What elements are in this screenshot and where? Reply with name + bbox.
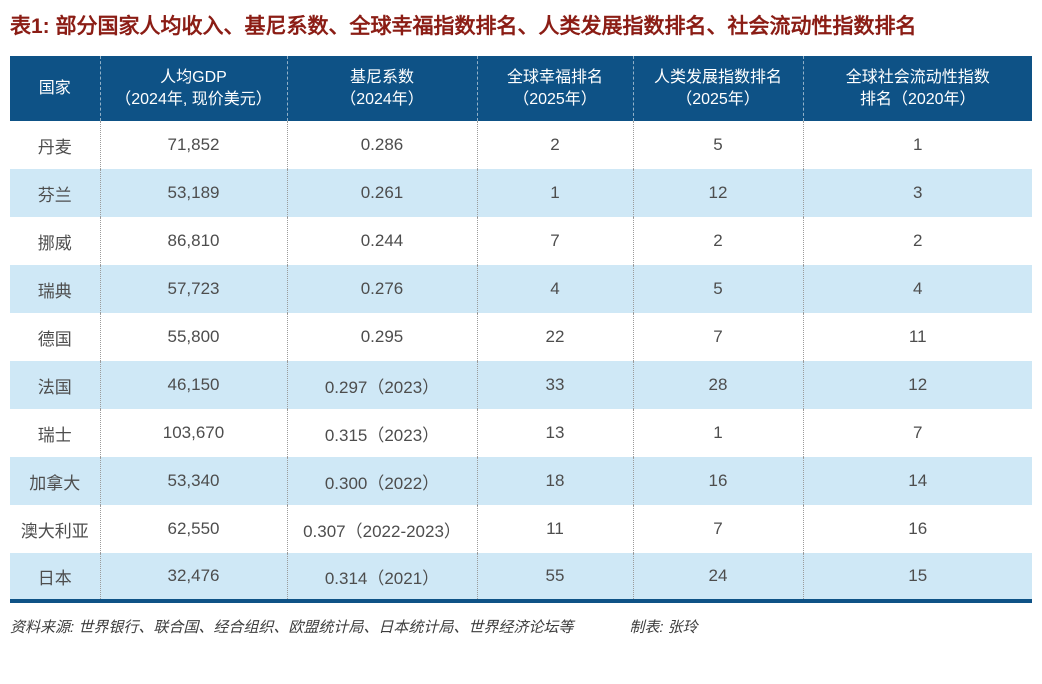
cell-happiness: 1	[477, 169, 634, 217]
cell-country: 芬兰	[10, 169, 101, 217]
cell-happiness: 4	[477, 265, 634, 313]
header-happiness: 全球幸福排名 （2025年）	[477, 56, 634, 121]
cell-country: 法国	[10, 361, 101, 409]
cell-happiness: 11	[477, 505, 634, 553]
cell-hdi: 5	[633, 121, 804, 169]
cell-gdp: 46,150	[100, 361, 288, 409]
cell-hdi: 2	[633, 217, 804, 265]
cell-gdp: 32,476	[100, 553, 288, 601]
table-row: 瑞士 103,670 0.315（2023） 13 1 7	[10, 409, 1032, 457]
cell-mobility: 3	[913, 183, 923, 202]
cell-happiness: 13	[477, 409, 634, 457]
table-row: 挪威 86,810 0.244 7 2 2	[10, 217, 1032, 265]
cell-hdi: 1	[633, 409, 804, 457]
cell-hdi: 28	[633, 361, 804, 409]
cell-happiness: 2	[477, 121, 634, 169]
cell-gini: 0.300（2022）	[287, 457, 478, 505]
cell-gini: 0.261	[287, 169, 478, 217]
table-row: 加拿大 53,340 0.300（2022） 18 16 14	[10, 457, 1032, 505]
cell-country: 瑞士	[10, 409, 101, 457]
cell-happiness: 33	[477, 361, 634, 409]
source-note: 资料来源: 世界银行、联合国、经合组织、欧盟统计局、日本统计局、世界经济论坛等	[10, 619, 574, 636]
cell-mobility: 15	[908, 566, 928, 585]
table-row: 德国 55,800 0.295 22 7 11	[10, 313, 1032, 361]
cell-gini: 0.314（2021）	[287, 553, 478, 601]
cell-happiness: 18	[477, 457, 634, 505]
cell-country: 丹麦	[10, 121, 101, 169]
cell-gini: 0.315（2023）	[287, 409, 478, 457]
cell-mobility: 4	[913, 279, 923, 298]
cell-mobility: 7	[913, 423, 923, 442]
table-title: 表1: 部分国家人均收入、基尼系数、全球幸福指数排名、人类发展指数排名、社会流动…	[10, 15, 917, 38]
cell-hdi: 12	[633, 169, 804, 217]
cell-gdp: 53,189	[100, 169, 288, 217]
cell-gdp: 62,550	[100, 505, 288, 553]
cell-country: 德国	[10, 313, 101, 361]
cell-gdp: 71,852	[100, 121, 288, 169]
header-gdp: 人均GDP （2024年, 现价美元）	[100, 56, 288, 121]
header-row: 国家 人均GDP （2024年, 现价美元） 基尼系数 （2024年） 全球幸福…	[10, 56, 1032, 121]
header-hdi: 人类发展指数排名 （2025年）	[633, 56, 804, 121]
cell-hdi: 7	[633, 505, 804, 553]
cell-gini: 0.244	[287, 217, 478, 265]
cell-mobility: 12	[908, 375, 928, 394]
table-row: 瑞典 57,723 0.276 4 5 4	[10, 265, 1032, 313]
cell-gini: 0.297（2023）	[287, 361, 478, 409]
table-row: 丹麦 71,852 0.286 2 5 1	[10, 121, 1032, 169]
cell-gini: 0.286	[287, 121, 478, 169]
table-row: 法国 46,150 0.297（2023） 33 28 12	[10, 361, 1032, 409]
cell-mobility: 11	[908, 327, 927, 346]
cell-hdi: 7	[633, 313, 804, 361]
header-mobility: 全球社会流动性指数 排名（2020年）	[803, 56, 1032, 121]
table-figure: 表1: 部分国家人均收入、基尼系数、全球幸福指数排名、人类发展指数排名、社会流动…	[10, 15, 1032, 637]
cell-gdp: 86,810	[100, 217, 288, 265]
header-country: 国家	[10, 56, 101, 121]
cell-hdi: 5	[633, 265, 804, 313]
cell-happiness: 22	[477, 313, 634, 361]
cell-gdp: 103,670	[100, 409, 288, 457]
cell-gdp: 55,800	[100, 313, 288, 361]
header-gini: 基尼系数 （2024年）	[287, 56, 478, 121]
cell-gini: 0.276	[287, 265, 478, 313]
cell-gini: 0.307（2022-2023）	[287, 505, 478, 553]
table-row: 日本 32,476 0.314（2021） 55 24 15	[10, 553, 1032, 601]
cell-country: 日本	[10, 553, 101, 601]
table-footer: 资料来源: 世界银行、联合国、经合组织、欧盟统计局、日本统计局、世界经济论坛等 …	[10, 616, 1032, 637]
table-row: 芬兰 53,189 0.261 1 12 3	[10, 169, 1032, 217]
cell-mobility: 1	[913, 135, 923, 154]
cell-country: 加拿大	[10, 457, 101, 505]
table-row: 澳大利亚 62,550 0.307（2022-2023） 11 7 16	[10, 505, 1032, 553]
cell-gdp: 53,340	[100, 457, 288, 505]
cell-happiness: 55	[477, 553, 634, 601]
credit-note: 制表: 张玲	[629, 619, 698, 636]
cell-mobility: 2	[913, 231, 923, 250]
cell-country: 挪威	[10, 217, 101, 265]
cell-mobility: 16	[908, 519, 928, 538]
cell-gdp: 57,723	[100, 265, 288, 313]
table-header: 国家 人均GDP （2024年, 现价美元） 基尼系数 （2024年） 全球幸福…	[10, 56, 1032, 121]
cell-hdi: 16	[633, 457, 804, 505]
table-body: 丹麦 71,852 0.286 2 5 1 芬兰 53,189 0.261 1 12 3 挪威 86,81…	[10, 121, 1032, 601]
cell-country: 澳大利亚	[10, 505, 101, 553]
cell-country: 瑞典	[10, 265, 101, 313]
header-country-label: 国家	[38, 79, 71, 97]
cell-happiness: 7	[477, 217, 634, 265]
cell-gini: 0.295	[287, 313, 478, 361]
cell-mobility: 14	[908, 471, 928, 490]
cell-hdi: 24	[633, 553, 804, 601]
data-table: 国家 人均GDP （2024年, 现价美元） 基尼系数 （2024年） 全球幸福…	[10, 56, 1032, 603]
